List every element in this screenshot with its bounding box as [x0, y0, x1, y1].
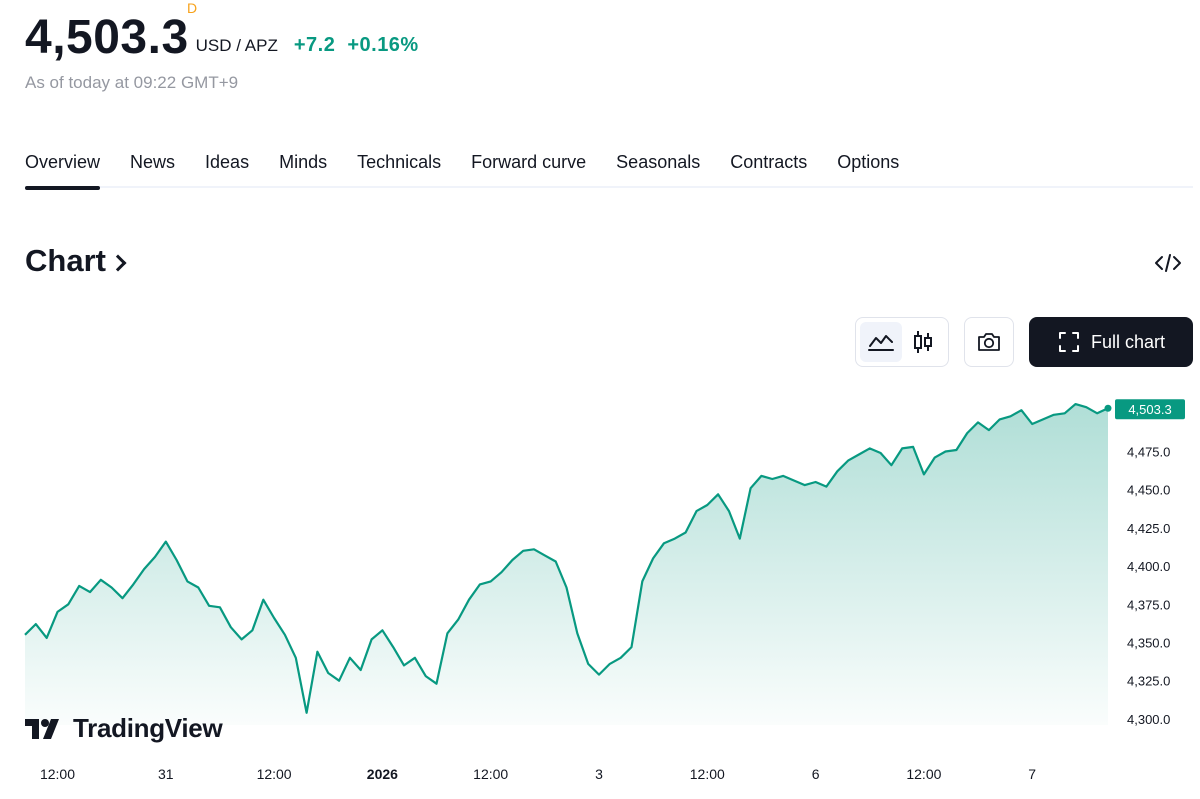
candles-chart-button[interactable] — [902, 322, 944, 362]
tab-ideas[interactable]: Ideas — [205, 152, 250, 172]
price-line — [24, 403, 1109, 714]
last-price: 4,503.3 — [25, 11, 189, 64]
full-chart-button[interactable]: Full chart — [1029, 317, 1193, 367]
delayed-badge[interactable]: D — [187, 0, 198, 16]
tradingview-logo[interactable]: TradingView — [25, 713, 223, 744]
full-chart-label: Full chart — [1090, 331, 1166, 352]
x-tick-label: 12:00 — [40, 766, 75, 782]
x-tick-label: 12:00 — [257, 766, 292, 782]
y-tick-label: 4,375.0 — [1127, 597, 1170, 612]
y-tick-label: 4,400.0 — [1127, 559, 1170, 574]
symbol-tabs: Overview News Ideas Minds Technicals For… — [25, 148, 1193, 190]
tab-minds[interactable]: Minds — [279, 152, 328, 172]
area-chart-icon — [868, 335, 894, 351]
x-tick-label: 6 — [812, 766, 820, 782]
chart-style-toggle — [855, 317, 949, 367]
snapshot-button[interactable] — [964, 317, 1014, 367]
y-tick-label: 4,450.0 — [1127, 483, 1170, 498]
price-area-fill — [25, 404, 1108, 725]
x-tick-label: 12:00 — [473, 766, 508, 782]
price-change-percent: +0.16% — [347, 34, 419, 56]
x-tick-label: 7 — [1028, 766, 1036, 782]
tradingview-logo-icon — [25, 718, 59, 739]
camera-icon — [978, 333, 1000, 351]
tradingview-wordmark: TradingView — [73, 713, 223, 743]
tab-news[interactable]: News — [130, 152, 176, 172]
last-price-tag — [1115, 399, 1185, 420]
price-chart[interactable]: 4,300.0 4,325.0 4,350.0 4,375.0 4,400.0 4,425… — [0, 390, 1200, 799]
as-of-timestamp: As of today at 09:22 GMT+9 — [25, 73, 239, 92]
chart-section-link[interactable]: Chart — [25, 243, 127, 279]
x-tick-label: 2026 — [367, 766, 398, 782]
x-tick-label: 12:00 — [690, 766, 725, 782]
x-tick-label: 3 — [595, 766, 603, 782]
fullscreen-icon — [1058, 332, 1079, 352]
y-tick-label: 4,475.0 — [1127, 444, 1170, 459]
tab-seasonals[interactable]: Seasonals — [616, 152, 701, 172]
tab-technicals[interactable]: Technicals — [357, 152, 442, 172]
y-tick-label: 4,300.0 — [1127, 712, 1170, 727]
x-tick-label: 12:00 — [906, 766, 941, 782]
quote-header: 4,503.3 USD / APZ +7.2 +0.16% — [25, 10, 419, 66]
area-chart-button[interactable] — [860, 322, 902, 362]
price-change: +7.2 — [293, 34, 336, 56]
candlestick-icon — [914, 331, 932, 353]
tab-contracts[interactable]: Contracts — [730, 152, 808, 172]
tab-options[interactable]: Options — [837, 152, 900, 172]
y-tick-label: 4,425.0 — [1127, 521, 1170, 536]
y-tick-label: 4,350.0 — [1127, 635, 1170, 650]
last-price-tag-label: 4,503.3 — [1128, 402, 1171, 417]
chevron-right-icon — [109, 254, 127, 272]
x-tick-label: 31 — [158, 766, 174, 782]
section-title: Chart — [25, 243, 106, 278]
last-price-dot — [1104, 404, 1112, 412]
tab-overview[interactable]: Overview — [25, 148, 101, 190]
currency-unit: USD / APZ — [195, 36, 278, 55]
y-tick-label: 4,325.0 — [1127, 674, 1170, 689]
tab-forward-curve[interactable]: Forward curve — [471, 152, 587, 172]
embed-code-icon[interactable] — [1153, 250, 1183, 276]
